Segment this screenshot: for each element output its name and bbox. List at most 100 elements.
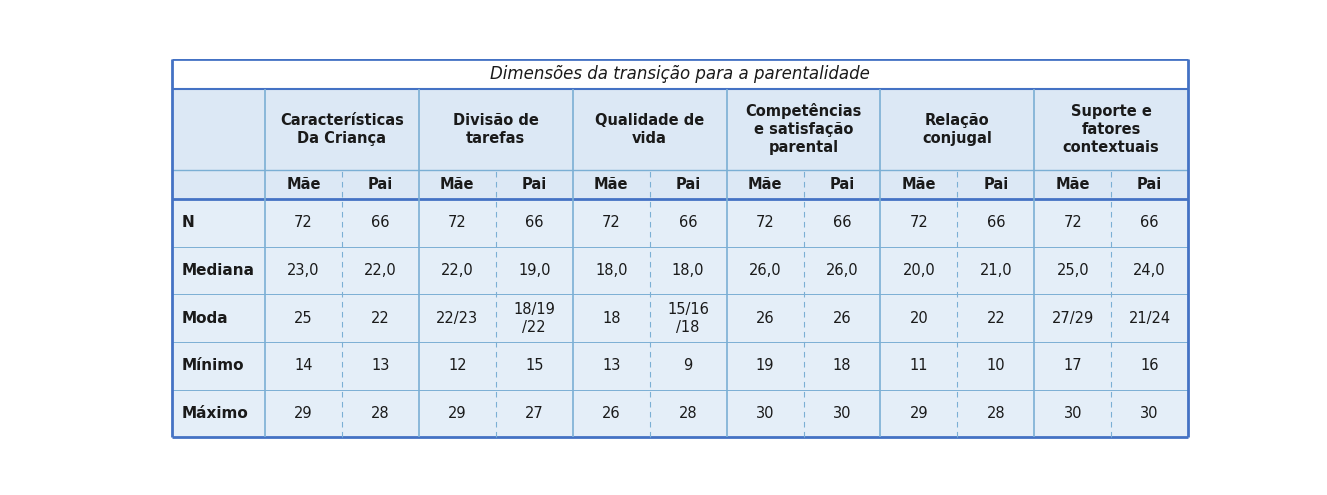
Bar	[342, 169, 419, 199]
Text: 26,0: 26,0	[825, 263, 859, 278]
Text: Pai: Pai	[1137, 177, 1162, 192]
Text: 9: 9	[683, 358, 693, 373]
Bar	[650, 247, 727, 294]
Bar	[419, 342, 496, 390]
Bar	[650, 199, 727, 247]
Bar	[573, 89, 727, 169]
Bar	[173, 89, 265, 169]
Text: 15/16
/18: 15/16 /18	[667, 301, 709, 335]
Bar	[880, 390, 957, 438]
Text: 26: 26	[602, 406, 621, 421]
Text: 26: 26	[832, 311, 852, 326]
Text: 20,0: 20,0	[902, 263, 936, 278]
Text: Mãe: Mãe	[287, 177, 321, 192]
Text: 28: 28	[372, 406, 390, 421]
Text: 11: 11	[909, 358, 928, 373]
Text: 18/19
/22: 18/19 /22	[514, 301, 555, 335]
Text: Máximo: Máximo	[182, 406, 248, 421]
Text: Suporte e
fatores
contextuais: Suporte e fatores contextuais	[1063, 103, 1160, 154]
Bar	[804, 247, 880, 294]
Bar	[419, 390, 496, 438]
Bar	[1111, 199, 1188, 247]
Text: 26,0: 26,0	[748, 263, 782, 278]
Bar	[1034, 89, 1188, 169]
Bar	[419, 199, 496, 247]
Bar	[727, 294, 804, 342]
Bar	[265, 199, 342, 247]
Text: N: N	[182, 215, 194, 230]
Text: Mãe: Mãe	[594, 177, 629, 192]
Bar	[804, 342, 880, 390]
Bar	[727, 169, 804, 199]
Bar	[173, 169, 265, 199]
Bar	[342, 294, 419, 342]
Text: Mãe: Mãe	[901, 177, 936, 192]
Bar	[804, 199, 880, 247]
Text: Competências
e satisfação
parental: Competências e satisfação parental	[746, 103, 861, 155]
Bar	[1111, 390, 1188, 438]
Bar	[650, 169, 727, 199]
Text: 23,0: 23,0	[287, 263, 320, 278]
Bar	[265, 342, 342, 390]
Bar	[496, 247, 573, 294]
Bar	[573, 390, 650, 438]
Text: 19: 19	[756, 358, 774, 373]
Text: Mediana: Mediana	[182, 263, 255, 278]
Text: 18,0: 18,0	[671, 263, 705, 278]
Text: Mãe: Mãe	[748, 177, 783, 192]
Text: 22,0: 22,0	[441, 263, 474, 278]
Bar	[880, 199, 957, 247]
Bar	[342, 390, 419, 438]
Bar	[727, 89, 880, 169]
Text: Pai: Pai	[368, 177, 393, 192]
Text: 14: 14	[295, 358, 313, 373]
Bar	[342, 199, 419, 247]
Text: 13: 13	[372, 358, 390, 373]
Bar	[727, 390, 804, 438]
Text: 21/24: 21/24	[1128, 311, 1170, 326]
Text: Pai: Pai	[829, 177, 855, 192]
Bar	[1111, 294, 1188, 342]
Text: 66: 66	[833, 215, 851, 230]
Bar	[573, 199, 650, 247]
Bar	[496, 199, 573, 247]
Bar	[496, 294, 573, 342]
Bar	[496, 390, 573, 438]
Text: 25,0: 25,0	[1056, 263, 1089, 278]
Text: 19,0: 19,0	[518, 263, 551, 278]
Text: Divisão de
tarefas: Divisão de tarefas	[453, 112, 539, 146]
Text: 72: 72	[295, 215, 313, 230]
Text: 30: 30	[1063, 406, 1082, 421]
Bar	[727, 247, 804, 294]
Text: Mãe: Mãe	[441, 177, 475, 192]
Text: 22/23: 22/23	[437, 311, 479, 326]
Bar	[804, 294, 880, 342]
Bar	[957, 247, 1034, 294]
Bar	[804, 390, 880, 438]
Text: 10: 10	[986, 358, 1005, 373]
Text: 25: 25	[295, 311, 313, 326]
Text: 27/29: 27/29	[1051, 311, 1093, 326]
Text: 12: 12	[449, 358, 467, 373]
Bar	[573, 169, 650, 199]
Text: 30: 30	[1140, 406, 1158, 421]
Bar	[650, 342, 727, 390]
Text: 29: 29	[449, 406, 467, 421]
Bar	[173, 247, 265, 294]
Text: Mínimo: Mínimo	[182, 358, 244, 373]
Text: Dimensões da transição para a parentalidade: Dimensões da transição para a parentalid…	[490, 65, 871, 83]
Text: 18: 18	[833, 358, 851, 373]
Bar	[265, 169, 342, 199]
Bar	[804, 169, 880, 199]
Text: Relação
conjugal: Relação conjugal	[922, 112, 993, 146]
Text: 13: 13	[602, 358, 621, 373]
Text: 72: 72	[1063, 215, 1082, 230]
Text: 18,0: 18,0	[594, 263, 628, 278]
Bar	[727, 342, 804, 390]
Bar	[173, 199, 265, 247]
Text: 66: 66	[986, 215, 1005, 230]
Text: 22: 22	[372, 311, 390, 326]
Bar	[650, 390, 727, 438]
Text: Moda: Moda	[182, 311, 228, 326]
Bar	[342, 247, 419, 294]
